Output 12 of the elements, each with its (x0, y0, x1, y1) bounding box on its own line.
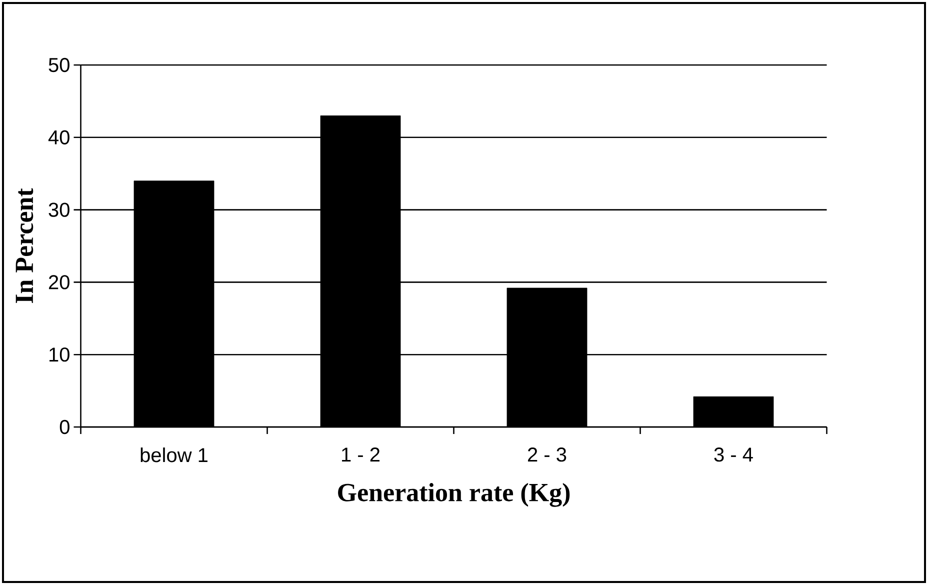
x-tick-label: 3 - 4 (714, 448, 753, 462)
x-tick-label: below 1 (140, 448, 208, 462)
x-tick-label: 1 - 2 (342, 448, 380, 462)
y-tick-label: 0 (60, 420, 70, 434)
y-tick-label: 20 (48, 275, 70, 290)
y-tick-label: 30 (48, 202, 70, 217)
x-axis-title: Generation rate (Kg) (338, 483, 570, 507)
y-tick-label: 10 (50, 348, 70, 362)
y-tick-label: 40 (48, 130, 70, 144)
y-tick-label: 50 (48, 58, 70, 72)
x-tick-label: 2 - 3 (528, 448, 566, 462)
y-axis-title: In Percent (16, 188, 34, 304)
